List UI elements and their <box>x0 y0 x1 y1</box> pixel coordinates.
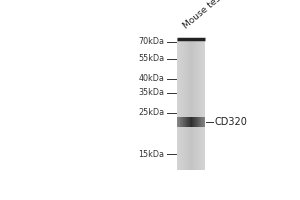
Bar <box>177 117 178 127</box>
Bar <box>188 39 189 170</box>
Bar <box>188 117 189 127</box>
Bar <box>203 39 204 170</box>
Text: CD320: CD320 <box>214 117 247 127</box>
Bar <box>191 39 192 170</box>
Bar <box>199 39 200 170</box>
Bar <box>192 117 193 127</box>
Bar <box>199 117 200 127</box>
Bar <box>192 39 193 170</box>
Bar <box>183 117 184 127</box>
Bar <box>204 39 205 170</box>
Bar <box>201 117 202 127</box>
Bar <box>192 117 193 127</box>
Bar <box>203 117 204 127</box>
Bar <box>193 39 194 170</box>
Bar <box>204 39 205 170</box>
Bar <box>202 117 203 127</box>
Bar <box>202 39 203 170</box>
Bar <box>184 117 185 127</box>
Bar <box>193 117 194 127</box>
Bar <box>180 39 181 170</box>
Bar <box>190 117 191 127</box>
Bar <box>196 117 197 127</box>
Text: 15kDa: 15kDa <box>138 150 164 159</box>
Bar <box>182 117 183 127</box>
Bar <box>203 117 204 127</box>
Bar <box>178 117 179 127</box>
Bar <box>198 117 199 127</box>
Bar <box>189 39 190 170</box>
Bar <box>181 117 182 127</box>
Bar <box>177 39 178 170</box>
Bar <box>200 39 201 170</box>
Bar <box>198 39 199 170</box>
Text: Mouse testis: Mouse testis <box>182 0 231 31</box>
Bar <box>193 39 194 170</box>
Bar <box>200 117 201 127</box>
Bar <box>204 117 205 127</box>
Bar <box>197 39 198 170</box>
Bar <box>183 117 184 127</box>
Bar <box>186 117 187 127</box>
Bar <box>187 117 188 127</box>
Bar <box>178 39 179 170</box>
Bar <box>184 39 185 170</box>
Bar <box>199 117 200 127</box>
Bar <box>199 39 200 170</box>
Bar <box>195 39 196 170</box>
Bar <box>190 39 191 170</box>
Bar <box>180 117 181 127</box>
Bar <box>182 39 183 170</box>
Bar <box>201 117 202 127</box>
Bar <box>185 39 186 170</box>
Bar <box>196 39 197 170</box>
Bar <box>191 117 192 127</box>
Text: 40kDa: 40kDa <box>138 74 164 83</box>
Bar <box>179 39 180 170</box>
Bar <box>179 117 180 127</box>
Bar <box>194 39 195 170</box>
Bar <box>197 117 198 127</box>
Bar <box>196 39 197 170</box>
Bar <box>183 39 184 170</box>
Text: 25kDa: 25kDa <box>138 108 164 117</box>
Bar <box>195 39 196 170</box>
Bar <box>195 117 196 127</box>
Bar <box>186 39 187 170</box>
Bar <box>196 117 197 127</box>
Bar <box>194 117 195 127</box>
Bar <box>180 39 181 170</box>
Bar <box>187 39 188 170</box>
Bar <box>189 39 190 170</box>
Text: 70kDa: 70kDa <box>138 37 164 46</box>
Bar <box>189 117 190 127</box>
Bar <box>181 39 182 170</box>
Bar <box>201 39 202 170</box>
Bar <box>181 117 182 127</box>
Bar <box>191 39 192 170</box>
Bar <box>185 117 186 127</box>
Text: 35kDa: 35kDa <box>138 88 164 97</box>
Bar <box>200 39 201 170</box>
Bar <box>185 39 186 170</box>
Bar <box>194 117 195 127</box>
Bar <box>185 117 186 127</box>
Text: 55kDa: 55kDa <box>138 54 164 63</box>
